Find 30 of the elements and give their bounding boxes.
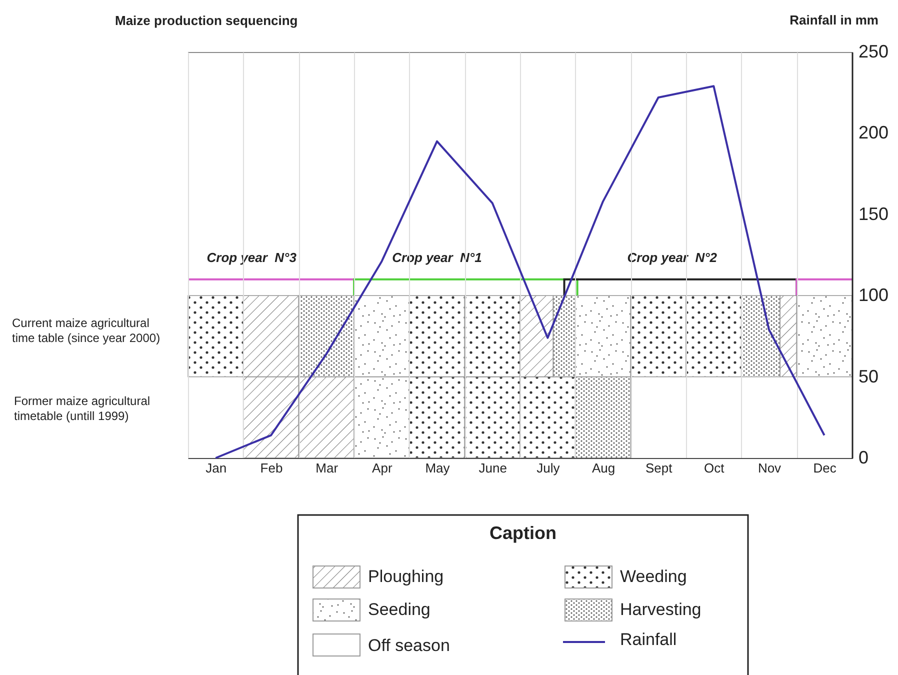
y-tick-label: 50 (858, 366, 879, 386)
x-tick-label: Jan (206, 460, 227, 476)
text: Former maize agricultural timetable (untill 1999) (14, 394, 152, 424)
text: Weeding (620, 567, 687, 587)
x-tick-label: Oct (704, 460, 725, 476)
x-tick-label: Feb (260, 460, 283, 476)
y-tick-label: 0 (858, 448, 869, 468)
x-tick-label: Nov (758, 460, 782, 476)
y-tick-label: 200 (858, 122, 889, 143)
annotation: Crop year N°2 (627, 250, 718, 265)
y-tick-label: 100 (858, 285, 889, 306)
x-tick-label: Apr (372, 460, 393, 476)
x-tick-label: Dec (813, 460, 837, 476)
legend-label: Rainfall (620, 630, 677, 650)
y-axis-title: Rainfall in mm (790, 12, 878, 28)
x-tick-label: June (478, 460, 507, 476)
x-tick-label: May (425, 460, 450, 476)
chart-title: Maize production sequencing (115, 13, 298, 28)
x-tick-label: Sept (645, 460, 673, 476)
x-tick-label: Aug (592, 460, 616, 476)
text: Current maize agricultural time table (since year 2000) (12, 316, 162, 346)
text: Harvesting (620, 600, 702, 620)
x-tick-label: Mar (316, 460, 339, 476)
y-tick-label: 150 (858, 204, 889, 224)
text: Caption (490, 522, 556, 544)
y-tick-label: 250 (858, 42, 889, 62)
x-tick-label: July (536, 460, 560, 476)
text: Seeding (368, 600, 430, 620)
text: Off season (368, 636, 450, 656)
text: Ploughing (368, 567, 444, 587)
